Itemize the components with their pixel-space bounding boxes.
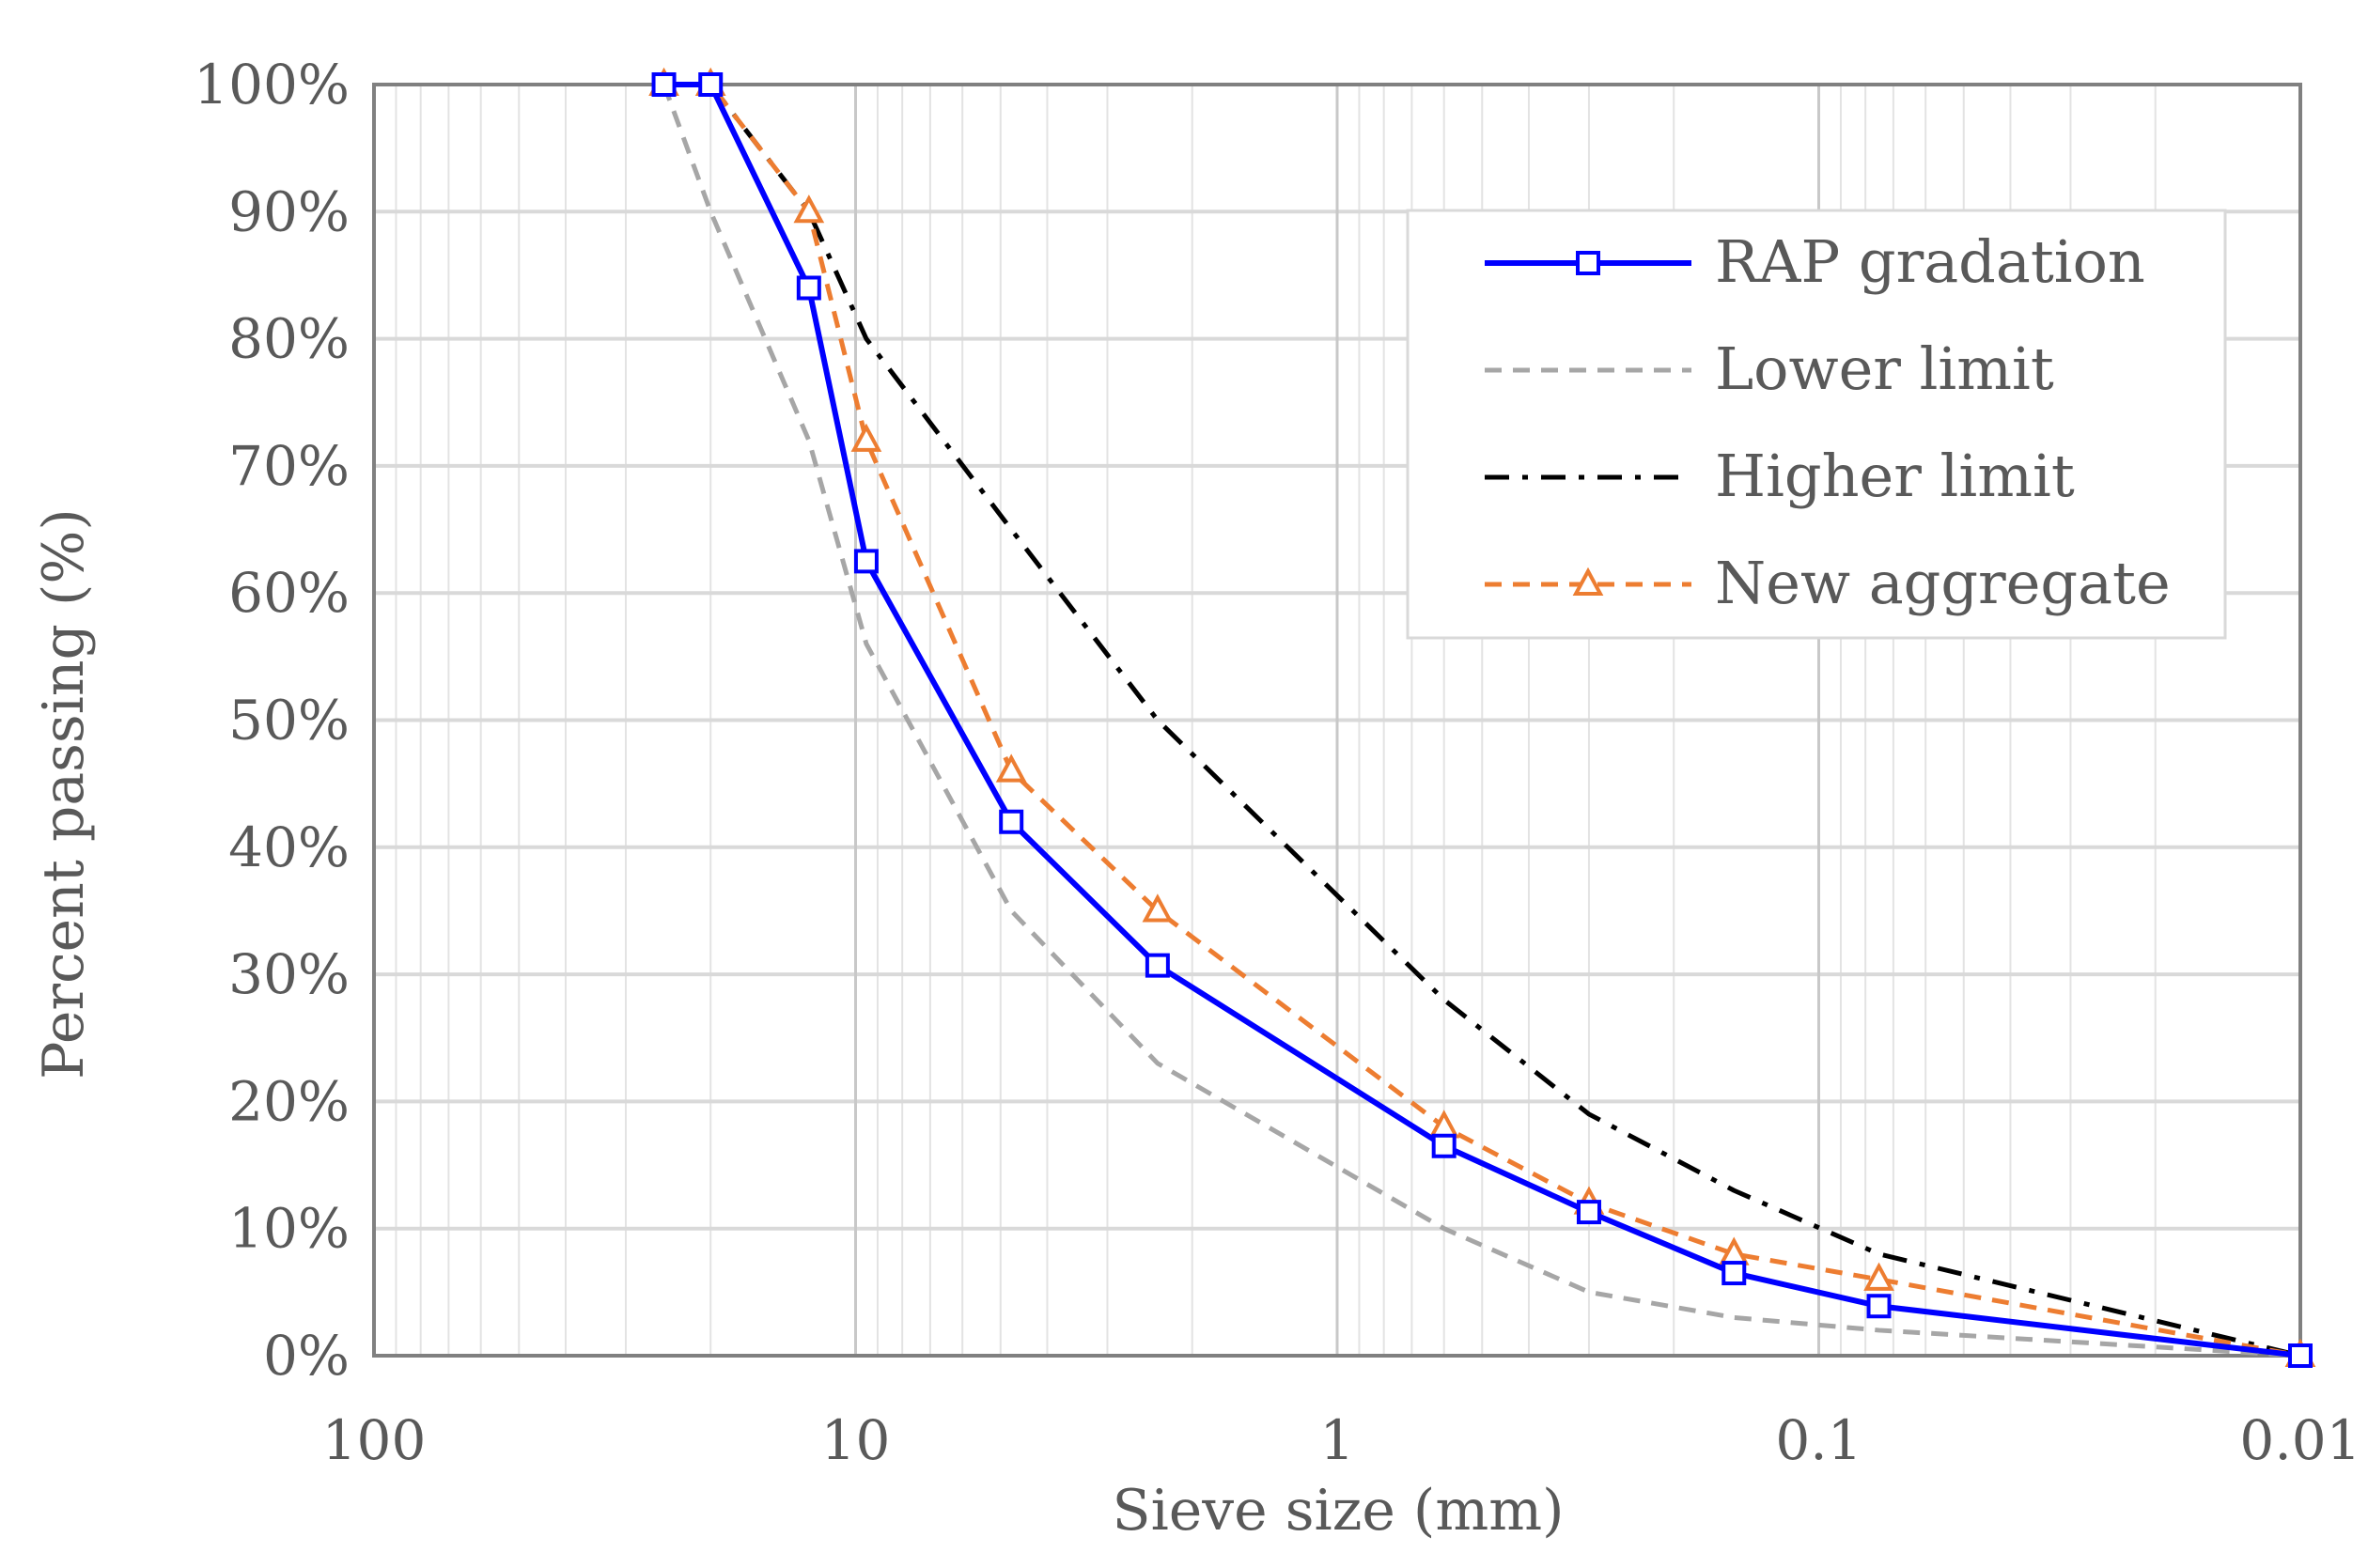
series-higher-limit xyxy=(709,83,2301,1358)
data-point-new-aggregate xyxy=(850,423,882,452)
series-lower-limit xyxy=(662,84,2301,1358)
data-point-rap-gradation xyxy=(796,275,821,301)
data-point-rap-gradation xyxy=(698,72,724,97)
data-point-new-aggregate xyxy=(793,194,825,224)
y-tick-label: 70% xyxy=(228,434,350,498)
y-tick-label: 30% xyxy=(228,942,350,1006)
legend-label-lower-limit: Lower limit xyxy=(1715,334,2054,403)
data-point-rap-gradation xyxy=(2288,1343,2313,1368)
series-line-lower-limit xyxy=(662,84,2301,1358)
legend-label-higher-limit: Higher limit xyxy=(1715,442,2075,510)
y-tick-label: 20% xyxy=(228,1069,350,1133)
x-tick-label: 0.01 xyxy=(2239,1408,2360,1472)
plot-frame xyxy=(372,83,2302,1358)
series-layer xyxy=(648,67,2316,1368)
y-tick-label: 100% xyxy=(194,53,350,116)
legend-box xyxy=(1406,209,2227,640)
y-tick-label: 90% xyxy=(228,179,350,243)
data-point-new-aggregate xyxy=(1863,1262,1894,1291)
legend-marker-new-aggregate xyxy=(1572,567,1604,596)
data-point-rap-gradation xyxy=(651,72,677,97)
data-point-new-aggregate xyxy=(995,753,1027,783)
x-tick-label: 0.1 xyxy=(1775,1408,1862,1472)
y-tick-label: 0% xyxy=(263,1324,350,1388)
y-tick-label: 60% xyxy=(228,561,350,625)
legend-label-rap-gradation: RAP gradation xyxy=(1715,227,2145,296)
data-point-rap-gradation xyxy=(1431,1133,1457,1158)
x-tick-label: 10 xyxy=(821,1408,891,1472)
series-line-new-aggregate xyxy=(663,82,2301,1358)
y-tick-label: 50% xyxy=(228,689,350,753)
legend-label-new-aggregate: New aggregate xyxy=(1715,549,2171,617)
data-point-rap-gradation xyxy=(1866,1294,1892,1319)
y-tick-label: 80% xyxy=(228,307,350,371)
data-point-rap-gradation xyxy=(1576,1200,1601,1225)
y-axis-title: Percent passing (%) xyxy=(31,508,97,1079)
x-axis-ticks: 100 10 1 0.1 0.01 xyxy=(322,1408,2361,1472)
y-tick-label: 10% xyxy=(228,1197,350,1261)
x-tick-label: 100 xyxy=(322,1408,427,1472)
data-point-rap-gradation xyxy=(853,549,879,574)
x-tick-label: 1 xyxy=(1320,1408,1355,1472)
legend: RAP gradation Lower limit Higher limit New … xyxy=(1406,209,2227,640)
data-point-new-aggregate xyxy=(1142,893,1174,923)
y-tick-label: 40% xyxy=(228,815,350,879)
x-axis-title: Sieve size (mm) xyxy=(1112,1478,1564,1544)
series-line-higher-limit xyxy=(709,83,2301,1358)
series-rap-gradation xyxy=(651,72,2313,1368)
data-point-rap-gradation xyxy=(999,809,1024,834)
y-axis-ticks: 0% 10% 20% 30% 40% 50% 60% 70% 80% 90% 100% xyxy=(194,53,350,1388)
data-point-rap-gradation xyxy=(1145,953,1170,978)
data-point-rap-gradation xyxy=(1721,1261,1747,1286)
legend-marker-rap-gradation xyxy=(1576,251,1600,275)
